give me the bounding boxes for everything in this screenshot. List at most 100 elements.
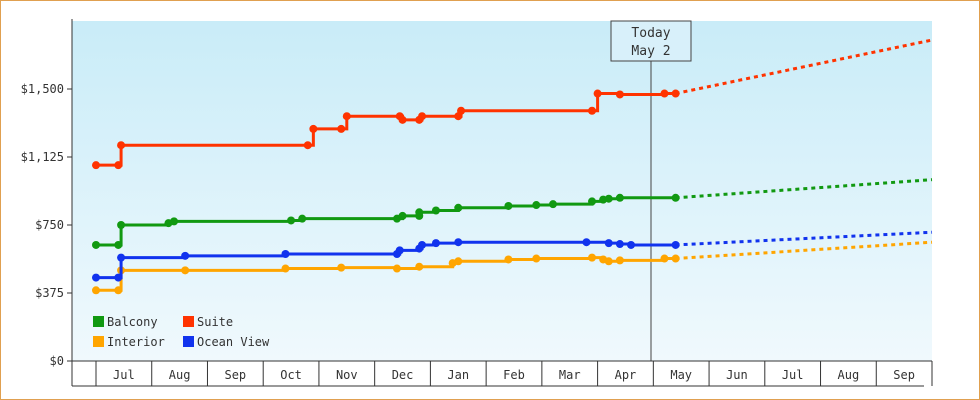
x-tick-label: Sep xyxy=(893,368,915,382)
data-point-balcony xyxy=(287,216,296,225)
x-tick-label: Jan xyxy=(447,368,469,382)
data-point-balcony xyxy=(615,193,624,202)
data-point-ocean-view xyxy=(117,253,126,262)
legend-label-interior: Interior xyxy=(107,335,165,349)
data-point-suite xyxy=(398,115,407,124)
data-point-suite xyxy=(671,89,680,98)
forecast-line-ocean-view xyxy=(675,230,933,247)
data-point-interior xyxy=(337,263,346,272)
legend-label-suite: Suite xyxy=(197,315,233,329)
x-tick-label: Sep xyxy=(224,368,246,382)
y-tick-label: $1,125 xyxy=(21,150,64,164)
data-point-suite xyxy=(117,141,126,150)
legend-swatch-balcony xyxy=(93,316,104,327)
data-point-ocean-view xyxy=(604,239,613,248)
data-point-balcony xyxy=(114,240,123,249)
today-marker: Today May 2 xyxy=(610,20,692,361)
data-point-balcony xyxy=(588,197,597,206)
data-point-ocean-view xyxy=(92,273,100,282)
legend-label-balcony: Balcony xyxy=(107,315,158,329)
legend-swatch-suite xyxy=(183,316,194,327)
today-label: Today xyxy=(631,26,670,41)
data-point-balcony xyxy=(431,206,440,215)
x-tick-label: Jul xyxy=(782,368,804,382)
data-point-suite xyxy=(615,90,624,99)
data-point-suite xyxy=(457,106,466,115)
series-balcony xyxy=(92,178,933,249)
data-point-ocean-view xyxy=(114,273,123,282)
data-point-interior xyxy=(604,257,613,266)
data-point-ocean-view xyxy=(418,240,427,249)
data-point-balcony xyxy=(604,194,613,203)
data-point-ocean-view xyxy=(181,251,190,260)
data-point-balcony xyxy=(170,217,179,226)
x-tick-label: Mar xyxy=(559,368,581,382)
x-tick-label: Aug xyxy=(838,368,860,382)
data-point-suite xyxy=(588,106,597,115)
y-axis: $0 $375 $750 $1,125 $1,500 xyxy=(21,19,73,368)
data-point-ocean-view xyxy=(582,238,591,247)
data-point-ocean-view xyxy=(431,239,440,248)
today-box xyxy=(610,20,692,62)
x-tick-label: Nov xyxy=(336,368,358,382)
data-point-ocean-view xyxy=(454,238,463,247)
data-point-balcony xyxy=(532,201,541,210)
data-point-balcony xyxy=(298,214,307,223)
data-point-interior xyxy=(92,286,100,295)
data-point-balcony xyxy=(398,211,407,220)
x-tick-label: Jun xyxy=(726,368,748,382)
y-tick-label: $375 xyxy=(35,286,64,300)
data-point-ocean-view xyxy=(615,240,624,249)
data-point-interior xyxy=(588,253,597,262)
data-point-interior xyxy=(392,264,401,273)
legend: Balcony Suite Interior Ocean View xyxy=(93,315,270,349)
data-point-suite xyxy=(337,124,346,133)
y-tick-label: $0 xyxy=(50,354,64,368)
data-point-interior xyxy=(281,264,290,273)
x-tick-label: Dec xyxy=(392,368,414,382)
plot-area xyxy=(72,21,932,361)
data-point-interior xyxy=(671,254,680,263)
data-point-interior xyxy=(181,266,190,275)
data-point-balcony xyxy=(454,203,463,212)
x-tick-label: Apr xyxy=(615,368,637,382)
data-point-suite xyxy=(342,112,351,121)
x-tick-label: Aug xyxy=(169,368,191,382)
data-point-balcony xyxy=(549,200,558,209)
series-suite xyxy=(92,38,933,170)
x-tick-label: Feb xyxy=(503,368,525,382)
legend-label-ocean-view: Ocean View xyxy=(197,335,270,349)
data-point-balcony xyxy=(504,201,513,210)
legend-swatch-ocean-view xyxy=(183,336,194,347)
today-date: May 2 xyxy=(631,44,670,59)
data-point-interior xyxy=(504,255,513,264)
series-line-suite xyxy=(96,92,676,167)
x-axis: Jul Aug Sep Oct Nov Dec Jan Feb Mar Apr May Jun Jul A… xyxy=(71,360,933,387)
data-point-ocean-view xyxy=(281,250,290,259)
data-point-ocean-view xyxy=(395,246,404,255)
data-point-balcony xyxy=(671,193,680,202)
data-point-balcony xyxy=(415,208,424,217)
data-point-suite xyxy=(660,89,669,98)
data-point-interior xyxy=(114,286,123,295)
data-point-interior xyxy=(454,257,463,266)
data-point-ocean-view xyxy=(671,240,680,249)
data-point-interior xyxy=(415,262,424,271)
forecast-line-balcony xyxy=(675,178,933,200)
series-interior xyxy=(92,240,933,295)
data-point-balcony xyxy=(92,240,100,249)
data-point-ocean-view xyxy=(627,240,636,249)
data-point-interior xyxy=(532,254,541,263)
series-layer xyxy=(92,38,933,295)
data-point-suite xyxy=(92,161,100,170)
data-point-interior xyxy=(615,256,624,265)
data-point-balcony xyxy=(117,221,126,229)
forecast-line-interior xyxy=(675,240,933,261)
data-point-suite xyxy=(303,141,312,150)
x-tick-label: Jul xyxy=(113,368,135,382)
x-tick-label: May xyxy=(670,368,692,382)
data-point-interior xyxy=(660,254,669,263)
data-point-suite xyxy=(418,112,427,121)
